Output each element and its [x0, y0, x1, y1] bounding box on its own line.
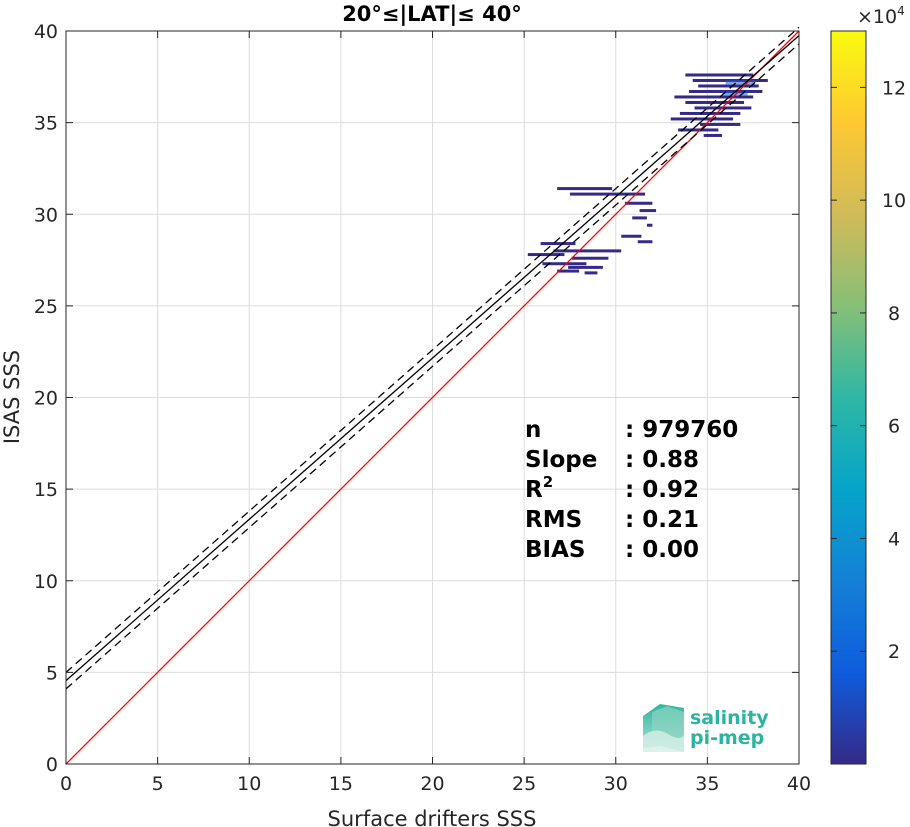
stat-label: BIAS — [525, 537, 585, 563]
y-tick-label: 10 — [34, 571, 58, 593]
density-point-dense — [722, 91, 748, 96]
y-tick-label: 40 — [34, 21, 58, 43]
y-tick-label: 0 — [46, 754, 58, 776]
density-point — [557, 187, 613, 191]
density-point — [557, 269, 580, 273]
density-point — [571, 256, 609, 260]
x-tick-label: 30 — [604, 773, 628, 795]
one-to-one-line — [65, 30, 800, 765]
x-tick-label: 0 — [60, 773, 72, 795]
stat-label: RMS — [525, 507, 582, 533]
axis-ticks: 0 5 10 15 20 25 30 35 40 0 5 10 15 20 25 30 35 40 — [34, 21, 811, 795]
density-point — [527, 253, 565, 257]
y-tick-label: 35 — [34, 113, 58, 135]
density-point — [621, 234, 642, 238]
density-point — [624, 201, 653, 205]
density-point — [685, 100, 745, 104]
regression-lines — [65, 26, 800, 765]
y-tick-label: 15 — [34, 479, 58, 501]
y-tick-label: 5 — [46, 662, 58, 684]
density-point — [553, 249, 622, 253]
colorbar-tick-label: 2 — [888, 641, 900, 663]
density-point — [685, 73, 754, 77]
density-point — [637, 240, 653, 244]
stat-label: Slope — [525, 447, 597, 473]
colorbar-ticks: 2 4 6 8 10 12 — [831, 77, 906, 663]
colorbar-tick-label: 6 — [888, 416, 900, 438]
y-tick-label: 20 — [34, 388, 58, 410]
salinity-pi-mep-logo: salinity pi-mep — [643, 704, 769, 752]
stat-value: : 0.00 — [625, 537, 699, 563]
fit-upper-line — [65, 26, 800, 673]
colorbar-bar — [830, 30, 867, 765]
x-tick-label: 40 — [787, 773, 811, 795]
wave-logo-icon — [643, 704, 684, 752]
logo-line2: pi-mep — [690, 727, 764, 749]
stat-label-superscript: 2 — [543, 473, 553, 491]
colorbar-exponent-base: ×10 — [857, 6, 897, 28]
x-tick-label: 5 — [152, 773, 164, 795]
y-tick-label: 30 — [34, 204, 58, 226]
density-point-dense — [725, 80, 756, 85]
density-point — [703, 133, 723, 137]
y-axis-label: ISAS SSS — [0, 350, 24, 444]
density-point — [540, 242, 576, 246]
stat-value: : 0.92 — [625, 477, 699, 503]
colorbar-exponent-power: 4 — [897, 4, 905, 18]
colorbar-tick-label: 8 — [888, 303, 900, 325]
fit-line — [65, 35, 800, 682]
x-tick-label: 10 — [237, 773, 261, 795]
stat-value: : 0.88 — [625, 447, 699, 473]
density-point — [568, 265, 603, 269]
x-tick-label: 15 — [329, 773, 353, 795]
density-point — [639, 209, 657, 213]
density-point — [674, 95, 754, 99]
density-point — [632, 216, 647, 220]
density-point — [569, 192, 646, 196]
colorbar-tick-label: 10 — [882, 190, 906, 212]
density-point — [678, 128, 719, 132]
density-point — [646, 223, 653, 227]
density-point — [700, 122, 741, 126]
density-point — [670, 117, 734, 121]
x-tick-label: 20 — [420, 773, 444, 795]
density-point — [584, 271, 598, 275]
density-point — [542, 262, 587, 266]
colorbar-exponent: ×104 — [857, 4, 905, 28]
x-axis-label: Surface drifters SSS — [328, 807, 537, 827]
fit-lower-line — [65, 43, 800, 690]
chart-title: 20°≤|LAT|≤ 40° — [342, 2, 522, 27]
stat-label: n — [525, 417, 541, 443]
logo-line1: salinity — [690, 707, 769, 729]
density-point — [698, 84, 759, 88]
stat-value: : 979760 — [625, 417, 738, 443]
colorbar-tick-label: 4 — [888, 528, 900, 550]
x-tick-label: 35 — [695, 773, 719, 795]
y-tick-label: 25 — [34, 296, 58, 318]
stat-value: : 0.21 — [625, 507, 699, 533]
colorbar-tick-label: 12 — [882, 77, 906, 99]
x-tick-label: 25 — [512, 773, 536, 795]
